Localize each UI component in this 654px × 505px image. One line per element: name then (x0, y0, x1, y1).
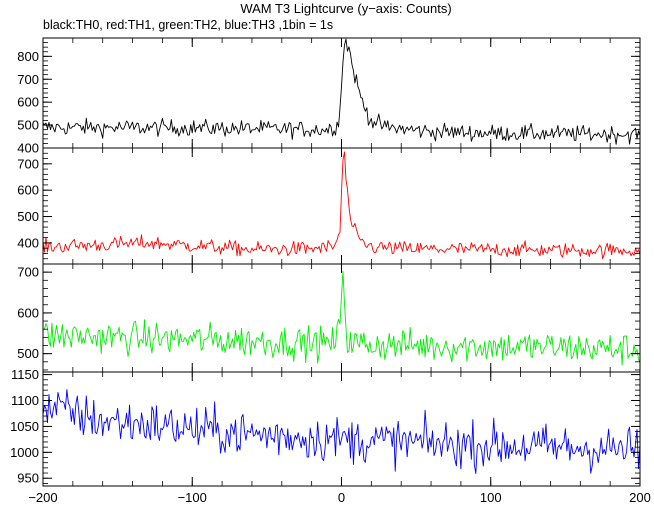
x-tick-label-3: 100 (480, 490, 502, 505)
panel-1: 400 500 600 700 (17, 147, 641, 265)
y-tick-label-3-1: 1000 (10, 445, 39, 460)
panel-frame-3 (42, 371, 641, 487)
series-line-3-0 (42, 389, 641, 475)
panel-2: 500 600 700 (17, 263, 641, 373)
chart-title: WAM T3 Lightcurve (y−axis: Counts) (240, 1, 451, 16)
series-line-2-0 (42, 270, 641, 366)
panel-3: 950 1000 1050 1100 1150 (10, 367, 641, 487)
x-tick-label-1: −100 (178, 490, 207, 505)
y-tick-label-2-0: 500 (17, 346, 39, 361)
panel-frame-2 (42, 263, 641, 373)
chart-subtitle: black:TH0, red:TH1, green:TH2, blue:TH3 … (43, 18, 333, 32)
x-tick-label-0: −200 (28, 490, 57, 505)
y-tick-label-1-0: 400 (17, 235, 39, 250)
series-line-0-0 (42, 38, 641, 145)
panel-stack: 400 500 600 700 800 400 500 600 700 500 600 700 950 1… (10, 37, 651, 505)
y-tick-label-3-2: 1050 (10, 419, 39, 434)
x-tick-label-2: 0 (338, 490, 345, 505)
y-tick-label-1-3: 700 (17, 156, 39, 171)
y-tick-label-1-2: 600 (17, 183, 39, 198)
panel-frame-1 (42, 147, 641, 265)
y-tick-label-0-2: 600 (17, 95, 39, 110)
y-tick-label-3-4: 1150 (11, 367, 39, 382)
y-tick-label-2-2: 700 (17, 265, 39, 280)
x-tick-label-4: 200 (629, 490, 651, 505)
y-tick-label-0-0: 400 (17, 141, 39, 156)
y-tick-label-3-3: 1100 (11, 393, 39, 408)
y-tick-label-3-0: 950 (17, 471, 39, 486)
panel-frame-0 (42, 37, 641, 149)
panel-0: 400 500 600 700 800 (17, 37, 641, 156)
y-tick-label-0-1: 500 (17, 118, 39, 133)
y-tick-label-0-4: 800 (17, 49, 39, 64)
y-tick-label-0-3: 700 (17, 72, 39, 87)
y-tick-label-1-1: 500 (17, 209, 39, 224)
series-line-1-0 (42, 151, 641, 260)
y-tick-label-2-1: 600 (17, 305, 39, 320)
